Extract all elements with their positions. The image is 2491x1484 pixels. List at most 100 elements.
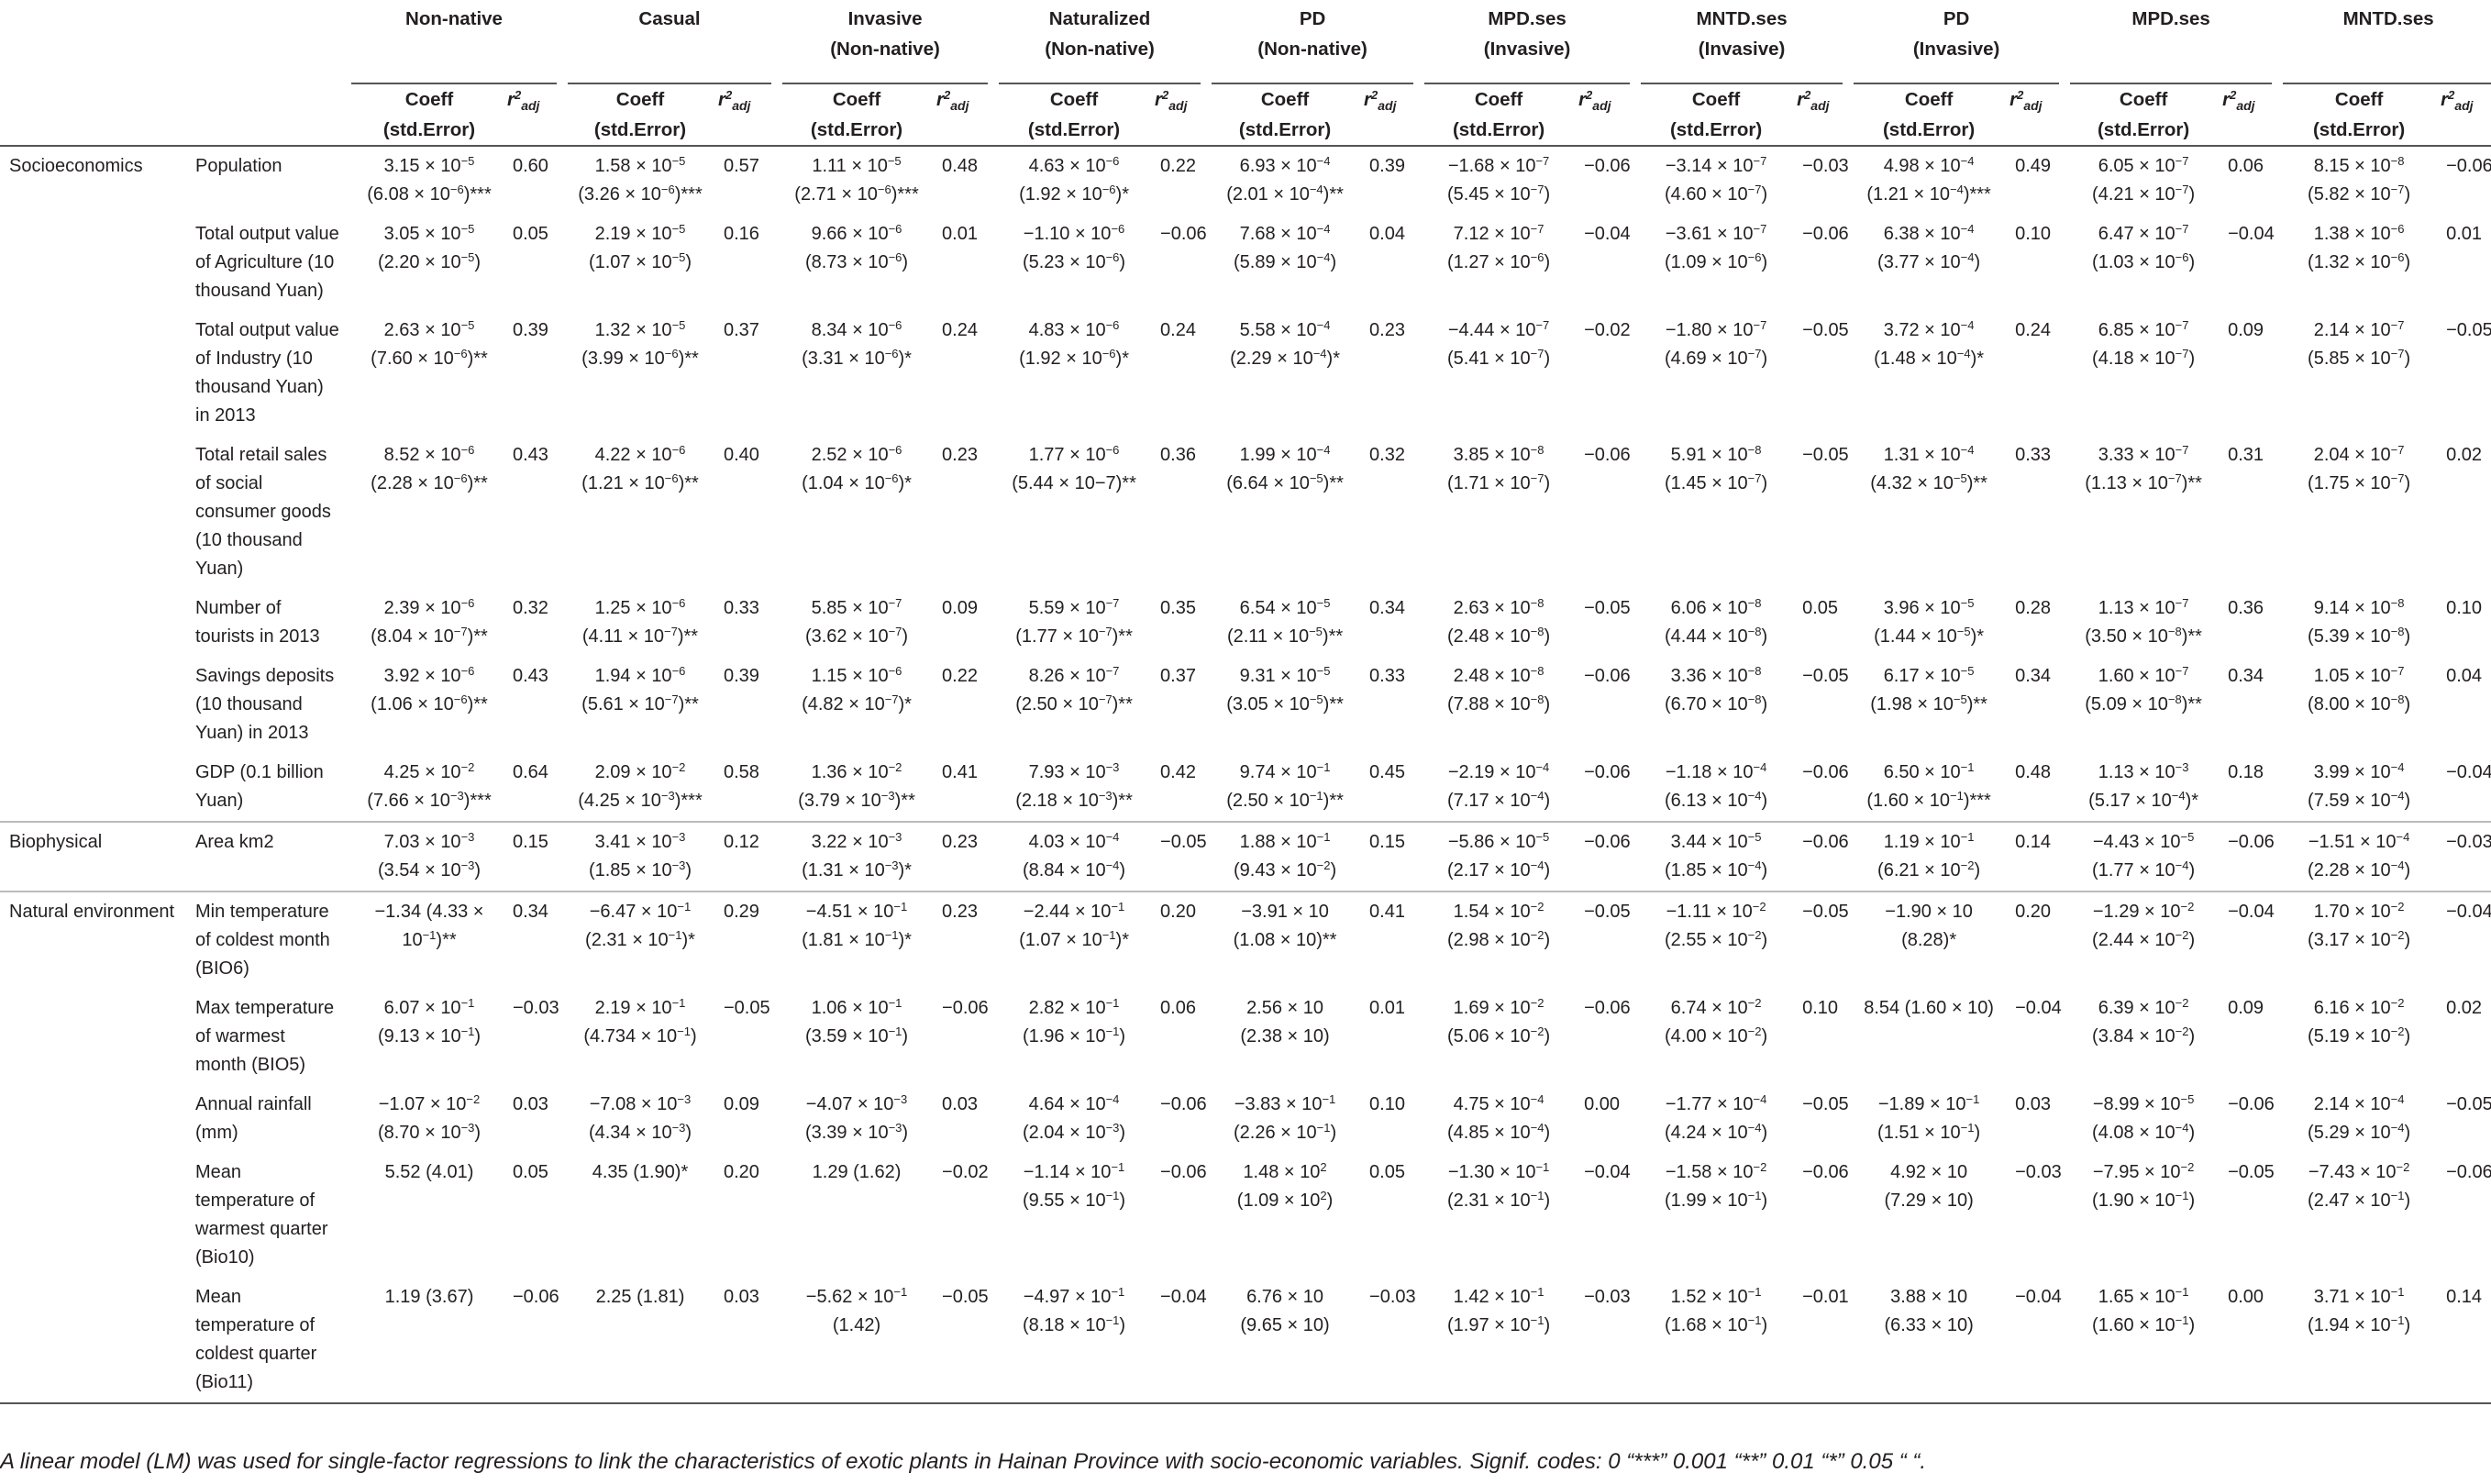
coeff-cell: 6.76 × 10 (9.65 × 10): [1206, 1278, 1365, 1404]
table-row: GDP (0.1 billion Yuan) 4.25 × 10−2 (7.66 ×…: [0, 753, 2491, 822]
r2-adj-header: r2adj: [936, 83, 994, 147]
group-header: MPD.ses: [2059, 4, 2278, 84]
r2-cell: 0.00: [2222, 1278, 2278, 1404]
group-header: MPD.ses (Invasive): [1413, 4, 1636, 84]
r2-cell: −0.03: [2015, 1162, 2062, 1182]
r2-cell: −0.04: [2446, 762, 2491, 782]
coeff-cell: −1.14 × 10−1 (9.55 × 10−1): [1022, 1160, 1126, 1211]
table-row: Savings deposits (10 thousand Yuan) in 2…: [0, 657, 2491, 753]
r2-cell: 0.10: [1802, 998, 1839, 1018]
coeff-cell: −1.30 × 10−1 (2.31 × 10−1): [1447, 1160, 1551, 1211]
category-cell: [0, 589, 195, 657]
r2-cell: −0.05: [1578, 891, 1636, 989]
coeff-cell: 3.41 × 10−3 (1.85 × 10−3): [562, 821, 718, 892]
table-footnote: A linear model (LM) was used for single-…: [0, 1449, 1927, 1474]
coeff-cell: 2.09 × 10−2 (4.25 × 10−3)***: [578, 760, 703, 811]
r2-cell: −0.06: [1802, 224, 1849, 244]
r2-adj-header: r2adj: [1364, 83, 1420, 147]
r2-adj-header: r2adj: [2222, 83, 2278, 147]
r2-cell: 0.43: [513, 666, 548, 686]
category-cell: [0, 1153, 195, 1278]
coeff-cell: 6.50 × 10−1 (1.60 × 10−1)***: [1866, 760, 1991, 811]
coeff-cell: 1.88 × 10−1 (9.43 × 10−2): [1206, 821, 1365, 892]
r2-cell: 0.28: [2015, 598, 2052, 618]
coeff-header: Coeff (std.Error): [1206, 83, 1365, 147]
r2-cell: 0.34: [2228, 666, 2264, 686]
coeff-cell: −3.61 × 10−7 (1.09 × 10−6): [1665, 222, 1768, 272]
category-cell: [0, 1085, 195, 1153]
coeff-cell: 6.85 × 10−7 (4.18 × 10−7): [2092, 318, 2196, 369]
r2-adj-header: r2adj: [1155, 83, 1207, 147]
coeff-cell: 1.11 × 10−5 (2.71 × 10−6)***: [794, 154, 919, 205]
coeff-cell: 5.52 (4.01): [384, 1162, 474, 1182]
coeff-cell: 8.34 × 10−6 (3.31 × 10−6)*: [802, 318, 912, 369]
coeff-cell: 6.54 × 10−5 (2.11 × 10−5)**: [1226, 596, 1344, 647]
group-header: Non-native: [351, 4, 562, 84]
variable-cell: Mean temperature of coldest quarter (Bio…: [195, 1278, 351, 1404]
table-row: Total retail sales of social consumer go…: [0, 436, 2491, 589]
coeff-cell: −1.10 × 10−6 (5.23 × 10−6): [1022, 222, 1126, 272]
coeff-cell: 9.74 × 10−1 (2.50 × 10−1)**: [1226, 760, 1344, 811]
coeff-cell: 6.17 × 10−5 (1.98 × 10−5)**: [1870, 664, 1987, 714]
group-header: Naturalized (Non-native): [988, 4, 1207, 84]
r2-cell: −0.06: [942, 998, 989, 1018]
r2-cell: −0.04: [1584, 224, 1631, 244]
coeff-cell: −1.80 × 10−7 (4.69 × 10−7): [1665, 318, 1768, 369]
group-header-sublabel: (Non-native): [1257, 39, 1367, 60]
coeff-header: Coeff (std.Error): [562, 83, 718, 147]
group-header: PD (Invasive): [1843, 4, 2065, 84]
coeff-cell: 2.82 × 10−1 (1.96 × 10−1): [1022, 996, 1126, 1047]
r2-cell: 0.34: [507, 891, 562, 989]
coeff-cell: 1.70 × 10−2 (3.17 × 10−2): [2277, 891, 2441, 989]
r2-cell: 0.10: [2015, 224, 2052, 244]
r2-cell: −0.05: [936, 1278, 994, 1404]
group-header-label: PD: [1943, 8, 1970, 29]
r2-cell: 0.04: [1369, 224, 1405, 244]
r2-cell: −0.06: [1584, 998, 1631, 1018]
r2-cell: −0.06: [1578, 821, 1636, 892]
group-header: MNTD.ses: [2272, 4, 2491, 84]
r2-cell: 0.64: [513, 762, 548, 782]
coeff-cell: −8.99 × 10−5 (4.08 × 10−4): [2092, 1092, 2196, 1143]
r2-cell: 0.23: [1369, 320, 1405, 340]
r2-cell: −0.06: [2446, 156, 2491, 176]
r2-cell: 0.24: [942, 320, 978, 340]
r2-cell: −0.04: [1584, 1162, 1631, 1182]
r2-cell: −0.06: [1802, 762, 1849, 782]
r2-cell: −0.06: [2222, 821, 2278, 892]
table-row: Number of tourists in 2013 2.39 × 10−6 (8.…: [0, 589, 2491, 657]
coeff-cell: 7.93 × 10−3 (2.18 × 10−3)**: [1015, 760, 1133, 811]
r2-cell: −0.03: [1802, 156, 1849, 176]
group-header: Invasive (Non-native): [771, 4, 994, 84]
r2-cell: 0.22: [942, 666, 978, 686]
variable-cell: Min temperature of coldest month (BIO6): [195, 891, 351, 989]
coeff-cell: −1.29 × 10−2 (2.44 × 10−2): [2065, 891, 2223, 989]
coeff-cell: 1.36 × 10−2 (3.79 × 10−3)**: [798, 760, 915, 811]
variable-cell: Mean temperature of warmest quarter (Bio…: [195, 1162, 328, 1268]
r2-cell: 0.09: [724, 1094, 759, 1114]
coeff-cell: 3.22 × 10−3 (1.31 × 10−3)*: [777, 821, 937, 892]
coeff-cell: 4.03 × 10−4 (8.84 × 10−4): [993, 821, 1156, 892]
r2-cell: 0.23: [936, 891, 994, 989]
r2-cell: 0.05: [1802, 598, 1839, 618]
r2-cell: 0.39: [724, 666, 759, 686]
coeff-cell: 4.75 × 10−4 (4.85 × 10−4): [1447, 1092, 1551, 1143]
table-row: Socioeconomics Population 3.15 × 10−5 (6.08…: [0, 146, 2491, 215]
r2-cell: −0.04: [2222, 891, 2278, 989]
coeff-cell: −1.58 × 10−2 (1.99 × 10−1): [1665, 1160, 1768, 1211]
coeff-cell: −3.91 × 10 (1.08 × 10)**: [1206, 891, 1365, 989]
coeff-cell: 1.65 × 10−1 (1.60 × 10−1): [2065, 1278, 2223, 1404]
r2-cell: 0.06: [1160, 998, 1196, 1018]
r2-cell: 0.32: [513, 598, 548, 618]
coeff-cell: −7.95 × 10−2 (1.90 × 10−1): [2092, 1160, 2196, 1211]
variable-cell: Total retail sales of social consumer go…: [195, 445, 331, 579]
coeff-cell: 5.85 × 10−7 (3.62 × 10−7): [804, 596, 909, 647]
r2-cell: 0.42: [1160, 762, 1196, 782]
coeff-cell: 1.60 × 10−7 (5.09 × 10−8)**: [2085, 664, 2202, 714]
r2-cell: 0.57: [724, 156, 759, 176]
coeff-cell: 9.14 × 10−8 (5.39 × 10−8): [2308, 596, 2411, 647]
r2-cell: 0.01: [2446, 224, 2483, 244]
category-cell: [0, 436, 195, 589]
r2-cell: −0.05: [1802, 1094, 1849, 1114]
r2-cell: 0.05: [513, 1162, 548, 1182]
